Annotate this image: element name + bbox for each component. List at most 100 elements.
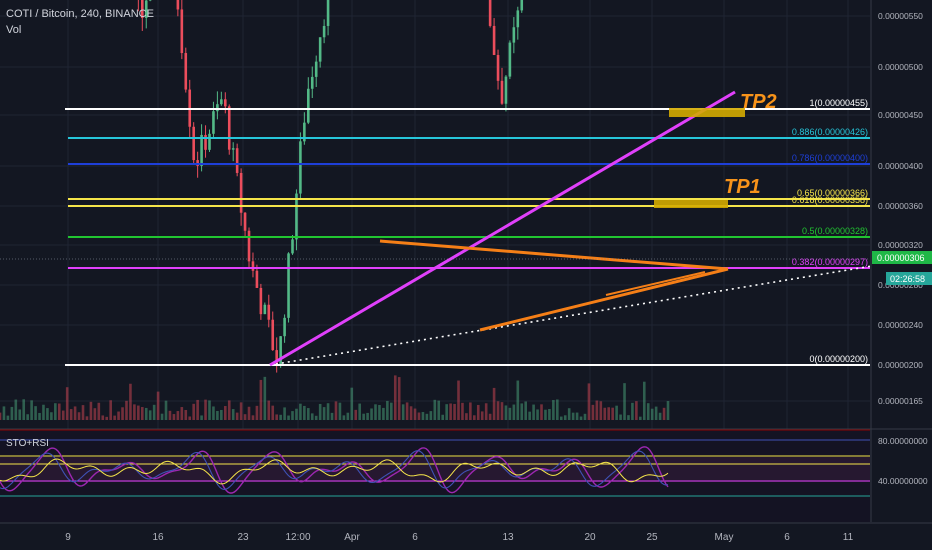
time-tick-label: 20 (584, 532, 596, 543)
price-tick-label: 0.00000320 (878, 240, 923, 250)
candle-body (295, 193, 298, 240)
volume-bar (492, 387, 496, 420)
volume-bar (299, 403, 302, 420)
volume-bar (322, 407, 326, 420)
candle-body (279, 336, 282, 365)
volume-bar (354, 409, 358, 420)
volume-bar (350, 387, 354, 420)
volume-bar (303, 405, 306, 420)
volume-bar (208, 400, 211, 420)
oscillator-panel (0, 429, 870, 522)
candle-body (287, 253, 290, 318)
volume-bar (413, 408, 417, 420)
candle-body (243, 212, 247, 231)
volume-bar (89, 401, 93, 420)
countdown-label: 02:26:58 (890, 274, 925, 284)
volume-bar (540, 404, 543, 420)
volume-bar (307, 408, 310, 420)
volume-bar (204, 399, 207, 420)
candle-body (283, 317, 286, 337)
volume-bars (0, 375, 670, 420)
candles (137, 0, 524, 373)
drawing-tools[interactable]: TP2 TP1 (269, 90, 873, 367)
candle-body (310, 76, 314, 89)
candle-body (192, 126, 195, 161)
volume-bar (275, 414, 278, 420)
candle-body (212, 111, 215, 134)
volume-bar (109, 400, 112, 420)
triangle-lower-line[interactable] (479, 267, 729, 332)
price-tick-label: 0.00000200 (878, 360, 923, 370)
candle-body (318, 37, 322, 62)
volume-bar (390, 402, 393, 420)
volume-bar (504, 405, 508, 420)
volume-bar (595, 400, 599, 420)
volume-bar (224, 406, 227, 420)
tp1-box[interactable] (654, 200, 728, 208)
countdown-box (886, 272, 932, 285)
volume-bar (227, 400, 231, 420)
time-tick-label: 23 (237, 532, 249, 543)
time-tick-label: 6 (784, 532, 790, 543)
tp2-box[interactable] (669, 108, 745, 117)
volume-bar (295, 408, 298, 420)
volume-bar (615, 405, 618, 420)
volume-bar (567, 408, 571, 420)
symbol-title[interactable]: COTI / Bitcoin, 240, BINANCE (6, 8, 154, 20)
candle-body (259, 287, 263, 315)
candle-body (200, 134, 203, 166)
volume-bar (176, 411, 180, 420)
triangle-inner-line[interactable] (605, 271, 706, 296)
oscillator-band (0, 457, 870, 482)
volume-bar (318, 403, 322, 420)
volume-bar (125, 400, 128, 420)
volume-bar (61, 410, 65, 420)
dotted-support-line[interactable] (269, 265, 873, 366)
volume-bar (591, 404, 595, 420)
candle-body (504, 76, 508, 104)
volume-bar (639, 416, 642, 420)
volume-bar (334, 401, 338, 420)
volume-bar (85, 416, 89, 420)
volume-bar (583, 413, 587, 420)
volume-bar (409, 406, 413, 420)
volume-bar (362, 413, 365, 420)
osc-tick-label: 80.00000000 (878, 436, 928, 446)
volume-bar (433, 399, 437, 420)
volume-bar (283, 407, 286, 420)
candle-body (267, 304, 271, 320)
volume-bar (121, 407, 124, 420)
volume-bar (77, 412, 81, 420)
volume-bar (137, 405, 140, 420)
volume-bar (658, 412, 662, 420)
time-tick-label: 12:00 (285, 532, 310, 543)
triangle-upper-line[interactable] (379, 239, 729, 271)
volume-bar (642, 381, 646, 420)
volume-bar (156, 391, 160, 420)
volume-bar (129, 383, 132, 420)
volume-bar (22, 399, 26, 420)
candle-body (255, 270, 259, 288)
fib-level-label: 0.5(0.00000328) (802, 226, 868, 236)
rising-trendline[interactable] (269, 90, 736, 367)
volume-label[interactable]: Vol (6, 24, 22, 36)
volume-bar (42, 404, 45, 420)
volume-bar (216, 410, 219, 420)
candle-body (322, 25, 326, 38)
volume-bar (437, 400, 441, 420)
candle-body (204, 134, 207, 150)
volume-bar (101, 415, 105, 420)
volume-bar (255, 405, 259, 420)
volume-bar (650, 408, 654, 420)
volume-bar (65, 387, 69, 420)
volume-bar (314, 415, 318, 420)
volume-bar (172, 414, 176, 420)
candle-body (144, 0, 148, 18)
candle-body (208, 133, 211, 150)
oscillator-label[interactable]: STO+RSI (6, 438, 49, 449)
volume-bar (10, 406, 14, 420)
volume-bar (520, 403, 524, 420)
volume-bar (113, 415, 116, 420)
